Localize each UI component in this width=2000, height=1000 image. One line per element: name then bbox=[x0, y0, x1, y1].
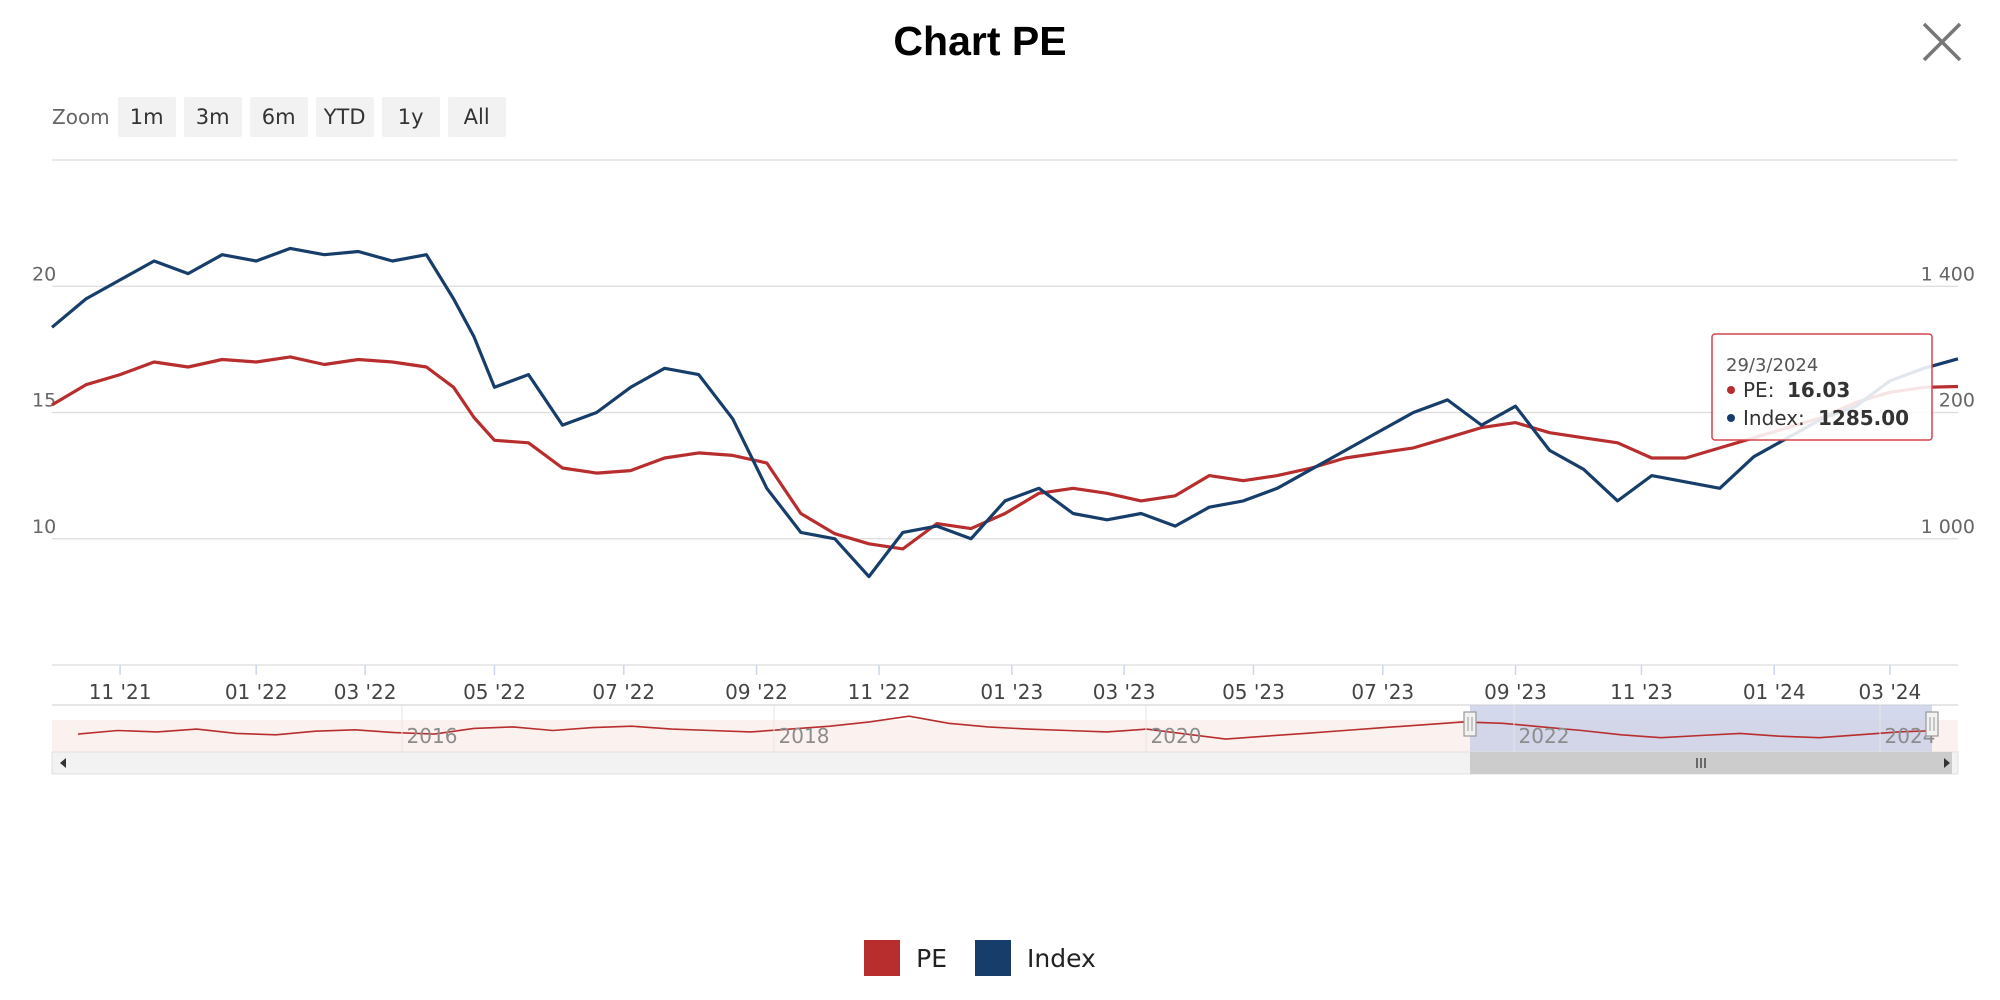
tooltip-index-value: 1285.00 bbox=[1818, 406, 1909, 430]
zoom-1y-button[interactable]: 1y bbox=[381, 97, 440, 137]
x-axis-tick-label: 03 '23 bbox=[1093, 680, 1156, 704]
navigator-tick-label: 2016 bbox=[407, 724, 458, 748]
tooltip-date: 29/3/2024 bbox=[1726, 355, 1818, 376]
x-axis-tick-label: 07 '23 bbox=[1351, 680, 1414, 704]
navigator-left-handle[interactable] bbox=[1463, 711, 1477, 737]
navigator-series-line bbox=[77, 715, 1939, 740]
x-axis-tick-label: 11 '21 bbox=[89, 680, 152, 704]
x-axis-tick-label: 05 '23 bbox=[1222, 680, 1285, 704]
legend-item-index[interactable]: Index bbox=[975, 940, 1096, 976]
legend-swatch-index bbox=[975, 940, 1012, 976]
right-axis-tick-label: 1 000 bbox=[1921, 516, 1975, 538]
x-axis-tick-label: 01 '24 bbox=[1743, 680, 1806, 704]
legend-item-pe[interactable]: PE bbox=[864, 940, 947, 976]
right-axis-tick-label: 200 bbox=[1939, 390, 1975, 412]
tooltip-pe-value: 16.03 bbox=[1787, 378, 1850, 402]
chart-title: Chart PE bbox=[893, 18, 1067, 64]
handle-box bbox=[1463, 711, 1477, 737]
x-axis-tick-label: 07 '22 bbox=[592, 680, 655, 704]
left-axis-tick-label: 10 bbox=[32, 516, 56, 538]
pe-index-chart[interactable]: 10 15 20 1 000 200 1 400 11 '21 01 '22 03 '22 05 … bbox=[0, 0, 2000, 800]
x-axis-tick-label: 01 '23 bbox=[980, 680, 1043, 704]
scroll-left-arrow-icon[interactable] bbox=[60, 758, 66, 768]
tooltip-pe-label: PE: bbox=[1743, 378, 1774, 402]
index-series-line bbox=[50, 246, 1959, 579]
tooltip-index-marker bbox=[1727, 414, 1735, 422]
zoom-3m-button[interactable]: 3m bbox=[183, 97, 242, 137]
zoom-6m-button[interactable]: 6m bbox=[249, 97, 308, 137]
close-icon[interactable] bbox=[1918, 18, 1966, 66]
left-axis-tick-label: 20 bbox=[32, 263, 56, 285]
left-axis-tick-label: 15 bbox=[32, 390, 56, 412]
zoom-toolbar: Zoom 1m 3m 6m YTD 1y All bbox=[52, 97, 514, 137]
navigator-tick-label: 2022 bbox=[1519, 724, 1570, 748]
x-axis-tick-label: 05 '22 bbox=[463, 680, 526, 704]
legend-label-pe: PE bbox=[916, 943, 948, 973]
handle-box bbox=[1925, 711, 1939, 737]
pe-series-line bbox=[51, 355, 1959, 551]
x-axis-tick-label: 11 '22 bbox=[848, 680, 911, 704]
zoom-all-button[interactable]: All bbox=[447, 97, 506, 137]
navigator-tick-label: 2018 bbox=[779, 724, 830, 748]
x-axis-tick-label: 09 '22 bbox=[725, 680, 788, 704]
x-axis-tick-label: 09 '23 bbox=[1484, 680, 1547, 704]
x-axis-tick-label: 03 '24 bbox=[1859, 680, 1922, 704]
right-axis-tick-label: 1 400 bbox=[1921, 263, 1975, 285]
navigator-tick-label: 2020 bbox=[1151, 724, 1202, 748]
zoom-1m-button[interactable]: 1m bbox=[117, 97, 176, 137]
navigator-selected-range bbox=[1470, 705, 1932, 752]
x-axis-tick-label: 11 '23 bbox=[1610, 680, 1673, 704]
tooltip-box bbox=[1711, 333, 1933, 441]
x-axis-tick-label: 01 '22 bbox=[225, 680, 288, 704]
x-axis-tick-label: 03 '22 bbox=[334, 680, 397, 704]
tooltip-index-label: Index: bbox=[1743, 406, 1805, 430]
navigator-right-handle[interactable] bbox=[1925, 711, 1939, 737]
scroll-right-arrow-icon[interactable] bbox=[1944, 758, 1950, 768]
zoom-label: Zoom bbox=[52, 105, 110, 129]
legend-label-index: Index bbox=[1027, 943, 1096, 973]
scrollbar-thumb[interactable] bbox=[1470, 752, 1952, 774]
legend: PE Index bbox=[0, 940, 1960, 976]
legend-swatch-pe bbox=[864, 940, 901, 976]
zoom-ytd-button[interactable]: YTD bbox=[315, 97, 374, 137]
tooltip-pe-marker bbox=[1727, 386, 1735, 394]
